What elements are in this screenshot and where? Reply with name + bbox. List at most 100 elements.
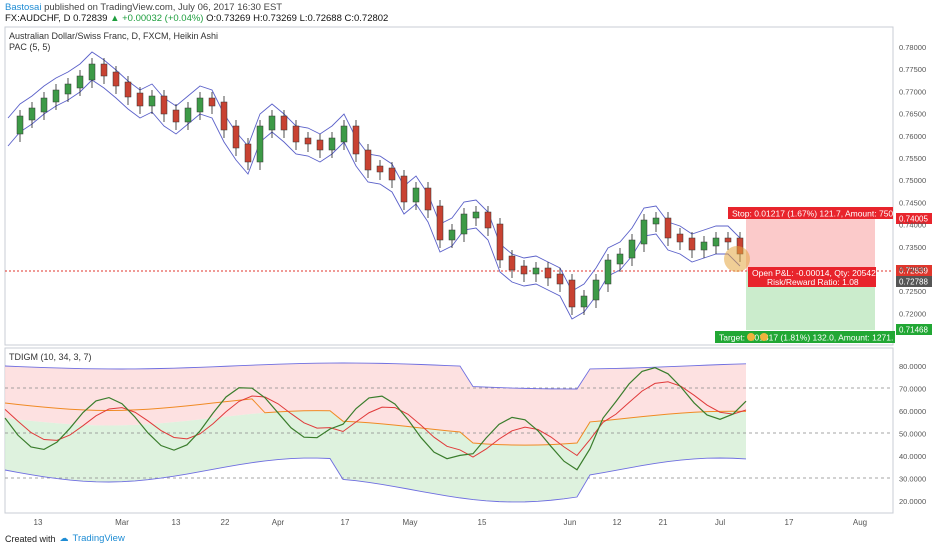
- candle-body: [532, 267, 540, 275]
- candle-body: [100, 63, 108, 77]
- published-text: published on TradingView.com, July 06, 2…: [44, 2, 283, 13]
- candle-body: [412, 187, 420, 203]
- osc-upper-fill: [5, 363, 746, 446]
- candle-body: [664, 217, 672, 239]
- osc-tick-label: 30.0000: [899, 475, 926, 484]
- candle-body: [28, 107, 36, 121]
- time-tick-label: Jul: [715, 518, 725, 527]
- risk-reward-label: Risk/Reward Ratio: 1.08: [767, 277, 859, 287]
- target-price-tag-text: 0.71468: [899, 326, 928, 335]
- tradingview-brand[interactable]: TradingView: [72, 533, 125, 544]
- candle-body: [712, 237, 720, 247]
- price-tick-label: 0.73000: [899, 265, 926, 274]
- candle-body: [268, 115, 276, 131]
- price-tick-label: 0.73500: [899, 243, 926, 252]
- candle-body: [292, 125, 300, 143]
- price-change: +0.00032 (+0.04%): [122, 13, 204, 24]
- time-tick-label: May: [402, 518, 417, 527]
- time-tick-label: Jun: [564, 518, 577, 527]
- price-tick-label: 0.74500: [899, 198, 926, 207]
- candle-body: [640, 219, 648, 245]
- candle-body: [88, 63, 96, 81]
- time-tick-label: 15: [478, 518, 487, 527]
- time-tick-label: 12: [613, 518, 622, 527]
- stop-price-tag: [896, 213, 932, 224]
- osc-lower-band: [4, 457, 747, 503]
- candle-body: [232, 125, 240, 149]
- oscillator-axis[interactable]: 80.0000 70.0000 60.0000 50.0000 40.0000 30.00…: [899, 362, 926, 506]
- osc-lower-fill: [5, 410, 746, 502]
- main-pane-frame: [4, 26, 894, 346]
- candle-body: [460, 213, 468, 235]
- candle-body: [496, 223, 504, 261]
- oscillator-title[interactable]: TDIGM (10, 34, 3, 7): [9, 352, 92, 362]
- last-price: 0.72839: [73, 13, 108, 24]
- target-marker-icon: [747, 333, 755, 341]
- current-price-tag: [896, 265, 932, 276]
- candle-body: [472, 211, 480, 219]
- close-price-tag: [896, 276, 932, 287]
- osc-tick-label: 80.0000: [899, 362, 926, 371]
- close-price-tag-text: 0.72788: [899, 278, 928, 287]
- symbol-name: FX:AUDCHF, D: [5, 13, 71, 24]
- candle-body: [568, 279, 576, 308]
- osc-upper-band: [4, 362, 747, 390]
- stop-label: Stop: 0.01217 (1.67%) 121.7, Amount: 750: [732, 209, 893, 219]
- current-price-tag-text: 0.72839: [899, 267, 928, 276]
- time-tick-label: 17: [341, 518, 350, 527]
- candle-body: [676, 233, 684, 243]
- price-tick-label: 0.76000: [899, 132, 926, 141]
- author-link[interactable]: Bastosai: [5, 2, 42, 13]
- price-tick-label: 0.72000: [899, 309, 926, 318]
- candle-body: [580, 295, 588, 308]
- time-tick-label: 13: [172, 518, 181, 527]
- candle-body: [724, 237, 732, 243]
- stop-price-tag-text: 0.74005: [899, 215, 928, 224]
- candle-body: [508, 255, 516, 271]
- time-axis[interactable]: 13 Mar 13 22 Apr 17 May 15 Jun 12 21 Jul 17 Aug: [34, 518, 868, 527]
- candle-body: [124, 81, 132, 98]
- candle-body: [484, 211, 492, 229]
- candle-body: [424, 187, 432, 211]
- time-tick-label: 21: [659, 518, 668, 527]
- candle-body: [592, 279, 600, 301]
- pac-lower: [7, 79, 741, 320]
- candle-body: [400, 175, 408, 203]
- stop-label-bg: [728, 207, 893, 219]
- candle-body: [652, 217, 660, 225]
- publish-info: Bastosai published on TradingView.com, J…: [5, 2, 282, 13]
- candle-body: [148, 95, 156, 107]
- candle-body: [160, 95, 168, 115]
- price-tick-label: 0.75500: [899, 154, 926, 163]
- target-price-tag: [896, 324, 932, 335]
- candle-body: [172, 109, 180, 123]
- oscillator-lines: [4, 362, 747, 503]
- pac-indicator-label[interactable]: PAC (5, 5): [9, 42, 51, 52]
- candle-body: [244, 143, 252, 163]
- main-pane-title: Australian Dollar/Swiss Franc, D, FXCM, …: [9, 31, 219, 41]
- candle-body: [604, 259, 612, 285]
- candle-body: [52, 89, 60, 103]
- candle-body: [628, 239, 636, 259]
- time-tick-label: 17: [785, 518, 794, 527]
- price-tick-label: 0.78000: [899, 43, 926, 52]
- price-tick-label: 0.76500: [899, 110, 926, 119]
- candle-body: [544, 267, 552, 279]
- candle-body: [256, 125, 264, 163]
- highlight-circle: [724, 246, 750, 272]
- oscillator-band-fill: [5, 363, 746, 502]
- osc-tick-label: 40.0000: [899, 452, 926, 461]
- price-axis[interactable]: 0.78000 0.77500 0.77000 0.76500 0.76000 0.755…: [899, 43, 926, 318]
- candle-body: [16, 115, 24, 135]
- candle-body: [196, 97, 204, 113]
- candles: [16, 58, 744, 315]
- candle-body: [448, 229, 456, 241]
- candle-body: [436, 205, 444, 241]
- candle-body: [220, 101, 228, 131]
- candle-body: [40, 97, 48, 113]
- candle-body: [700, 241, 708, 251]
- osc-rsi-line: [4, 367, 747, 471]
- candle-body: [376, 165, 384, 173]
- candle-body: [304, 137, 312, 145]
